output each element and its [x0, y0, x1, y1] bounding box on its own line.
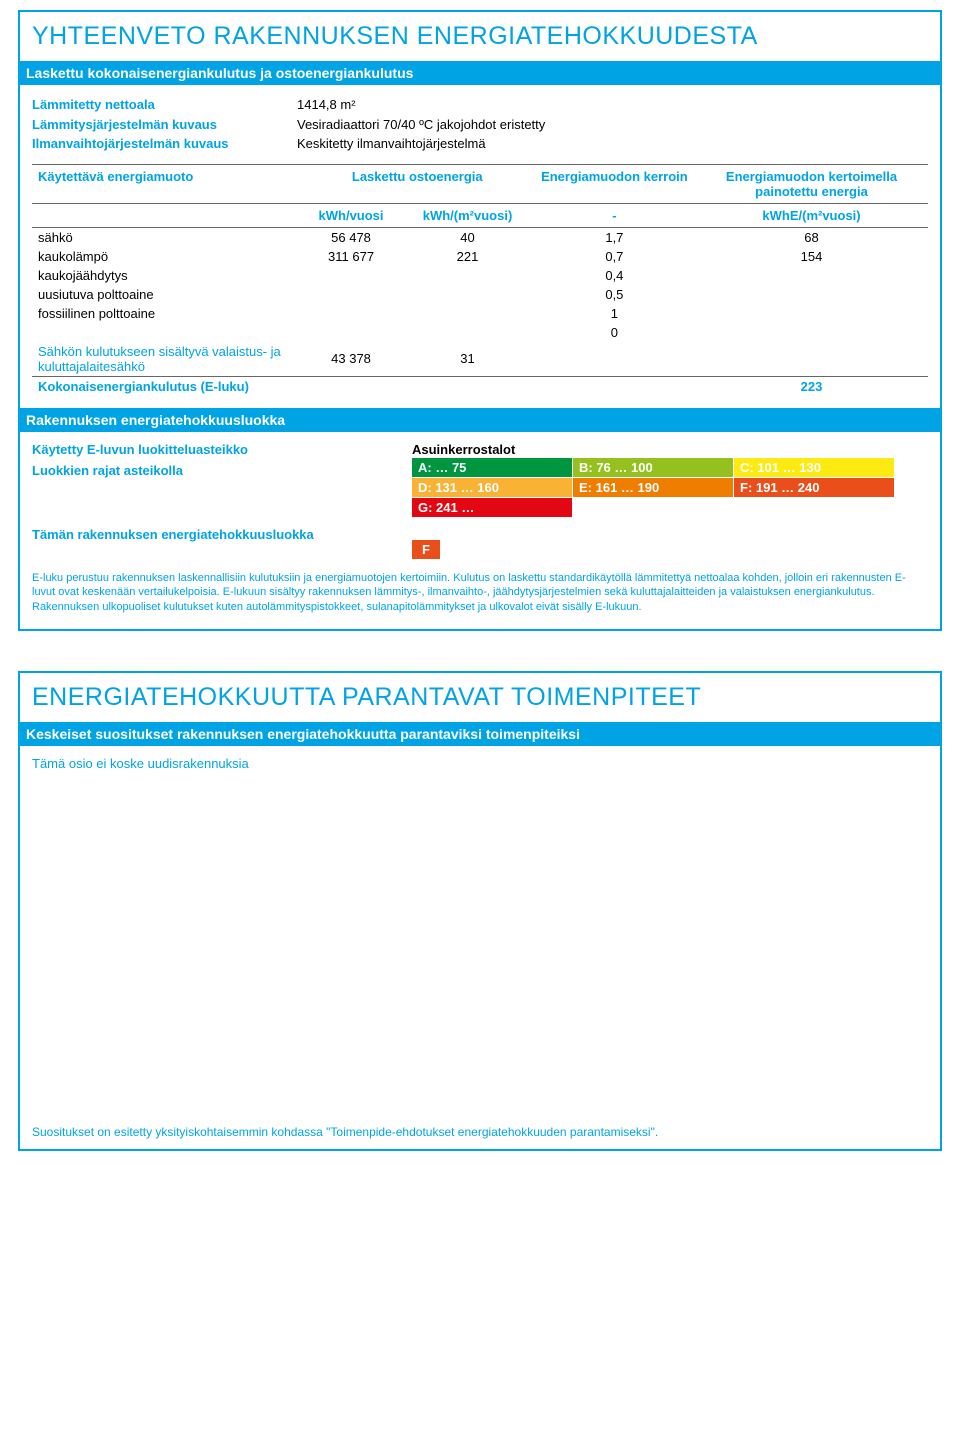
measures-panel: ENERGIATEHOKKUUTTA PARANTAVAT TOIMENPITE… — [18, 671, 942, 1151]
table-row: sähkö56 478401,768 — [32, 227, 928, 247]
cell: kaukolämpö — [32, 247, 301, 266]
cell — [301, 285, 401, 304]
table-row: 0 — [32, 323, 928, 342]
kv-row: Lämmitysjärjestelmän kuvaus Vesiradiaatt… — [32, 115, 928, 135]
cell: 43 378 — [301, 342, 401, 377]
cell: 0,7 — [534, 247, 695, 266]
class-badge: F — [412, 540, 440, 559]
kv-value: Vesiradiaattori 70/40 ºC jakojohdot eris… — [297, 115, 545, 135]
cell — [695, 285, 928, 304]
ranges-label: Luokkien rajat asteikolla — [32, 461, 412, 478]
total-row: Kokonaisenergiankulutus (E-luku) 223 — [32, 376, 928, 396]
cell: 31 — [401, 342, 533, 377]
cell — [301, 323, 401, 342]
kv-value: Keskitetty ilmanvaihtojärjestelmä — [297, 134, 486, 154]
th: Energiamuodon kertoimella painotettu ene… — [695, 164, 928, 203]
section-band: Keskeiset suositukset rakennuksen energi… — [20, 722, 940, 746]
cell — [695, 304, 928, 323]
scale-cell: C: 101 … 130 — [734, 458, 894, 477]
th: Energiamuodon kerroin — [534, 164, 695, 203]
cell — [32, 323, 301, 342]
scale-cell: B: 76 … 100 — [573, 458, 733, 477]
th: Laskettu ostoenergia — [301, 164, 534, 203]
kv-row: Ilmanvaihtojärjestelmän kuvaus Keskitett… — [32, 134, 928, 154]
scale-cell: D: 131 … 160 — [412, 478, 572, 497]
cell — [401, 323, 533, 342]
cell — [301, 304, 401, 323]
cell: 1,7 — [534, 227, 695, 247]
panel-title: YHTEENVETO RAKENNUKSEN ENERGIATEHOKKUUDE… — [32, 22, 928, 51]
unit: - — [534, 203, 695, 227]
body-text: Tämä osio ei koske uudisrakennuksia — [32, 756, 928, 771]
scale-cell: A: … 75 — [412, 458, 572, 477]
table-row: kaukojäähdytys 0,4 — [32, 266, 928, 285]
kv-label: Ilmanvaihtojärjestelmän kuvaus — [32, 134, 297, 154]
kv-label: Lämmitysjärjestelmän kuvaus — [32, 115, 297, 135]
cell — [401, 285, 533, 304]
section-band: Rakennuksen energiatehokkuusluokka — [20, 408, 940, 432]
scale-label: Käytetty E-luvun luokitteluasteikko — [32, 442, 412, 457]
panel-title: ENERGIATEHOKKUUTTA PARANTAVAT TOIMENPITE… — [32, 683, 928, 712]
table-row: uusiutuva polttoaine 0,5 — [32, 285, 928, 304]
cell: 0,4 — [534, 266, 695, 285]
cell: 311 677 — [301, 247, 401, 266]
unit: kWhE/(m²vuosi) — [695, 203, 928, 227]
unit: kWh/(m²vuosi) — [401, 203, 533, 227]
total-label: Kokonaisenergiankulutus (E-luku) — [32, 376, 695, 396]
cell: 154 — [695, 247, 928, 266]
kv-row: Lämmitetty nettoala 1414,8 m² — [32, 95, 928, 115]
unit: kWh/vuosi — [301, 203, 401, 227]
cell: 56 478 — [301, 227, 401, 247]
summary-panel: YHTEENVETO RAKENNUKSEN ENERGIATEHOKKUUDE… — [18, 10, 942, 631]
energy-table: Käytettävä energiamuoto Laskettu ostoene… — [32, 164, 928, 396]
cell: fossiilinen polttoaine — [32, 304, 301, 323]
table-row: kaukolämpö311 6772210,7154 — [32, 247, 928, 266]
section-band: Laskettu kokonaisenergiankulutus ja osto… — [20, 61, 940, 85]
cell: sähkö — [32, 227, 301, 247]
table-row: fossiilinen polttoaine 1 — [32, 304, 928, 323]
cell: 221 — [401, 247, 533, 266]
cell — [695, 323, 928, 342]
cell — [401, 266, 533, 285]
cell — [401, 304, 533, 323]
note-text: E-luku perustuu rakennuksen laskennallis… — [32, 571, 928, 616]
cell: 40 — [401, 227, 533, 247]
cell: 1 — [534, 304, 695, 323]
scale-value: Asuinkerrostalot — [412, 442, 515, 457]
sub-row: Sähkön kulutukseen sisältyvä valaistus- … — [32, 342, 928, 377]
cell — [301, 266, 401, 285]
th: Käytettävä energiamuoto — [32, 164, 301, 203]
footnote: Suositukset on esitetty yksityiskohtaise… — [32, 1125, 928, 1139]
total-value: 223 — [695, 376, 928, 396]
scale-grid: A: … 75B: 76 … 100C: 101 … 130 D: 131 … 1… — [412, 458, 928, 517]
class-row: Tämän rakennuksen energiatehokkuusluokka — [32, 527, 928, 542]
scale-cell: F: 191 … 240 — [734, 478, 894, 497]
kv-label: Lämmitetty nettoala — [32, 95, 297, 115]
kv-value: 1414,8 m² — [297, 95, 356, 115]
cell: kaukojäähdytys — [32, 266, 301, 285]
sub-label: Sähkön kulutukseen sisältyvä valaistus- … — [38, 344, 281, 374]
scale-cell: E: 161 … 190 — [573, 478, 733, 497]
cell: 68 — [695, 227, 928, 247]
class-label: Tämän rakennuksen energiatehokkuusluokka — [32, 527, 412, 542]
cell: uusiutuva polttoaine — [32, 285, 301, 304]
cell: 0,5 — [534, 285, 695, 304]
scale-row: Käytetty E-luvun luokitteluasteikko Asui… — [32, 442, 928, 457]
cell: 0 — [534, 323, 695, 342]
scale-cell: G: 241 … — [412, 498, 572, 517]
cell — [695, 266, 928, 285]
